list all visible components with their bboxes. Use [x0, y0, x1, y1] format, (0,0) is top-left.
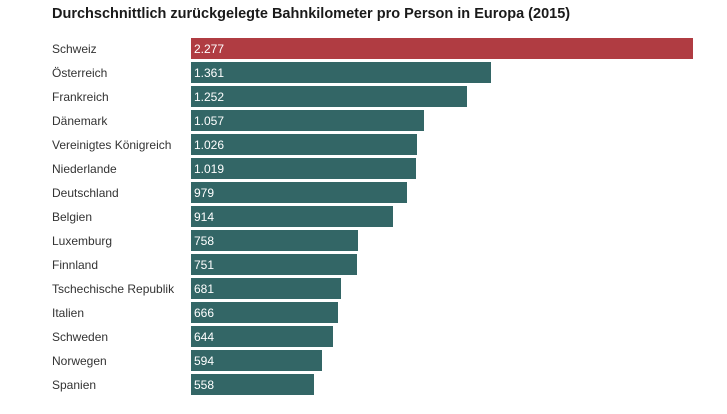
category-label-daenemark: Dänemark: [52, 114, 108, 128]
chart-title: Durchschnittlich zurückgelegte Bahnkilom…: [52, 6, 571, 22]
category-label-niederlande: Niederlande: [52, 162, 117, 176]
category-label-schweiz: Schweiz: [52, 42, 97, 56]
bar-italien: [191, 302, 338, 323]
category-label-spanien: Spanien: [52, 378, 96, 392]
category-label-vereinigtes-koenigreich: Vereinigtes Königreich: [52, 138, 171, 152]
bar-niederlande: [191, 158, 416, 179]
category-label-norwegen: Norwegen: [52, 354, 107, 368]
value-label-belgien: 914: [194, 210, 214, 224]
category-label-finnland: Finnland: [52, 258, 98, 272]
bar-schweiz: [191, 38, 693, 59]
bar-frankreich: [191, 86, 467, 107]
value-label-luxemburg: 758: [194, 234, 214, 248]
value-label-norwegen: 594: [194, 354, 214, 368]
value-label-schweiz: 2.277: [194, 42, 224, 56]
category-label-frankreich: Frankreich: [52, 90, 109, 104]
bar-norwegen: [191, 350, 322, 371]
value-label-schweden: 644: [194, 330, 214, 344]
value-label-frankreich: 1.252: [194, 90, 224, 104]
value-label-deutschland: 979: [194, 186, 214, 200]
bar-tschechische-republik: [191, 278, 341, 299]
category-label-schweden: Schweden: [52, 330, 108, 344]
value-label-oesterreich: 1.361: [194, 66, 224, 80]
value-label-italien: 666: [194, 306, 214, 320]
bar-belgien: [191, 206, 393, 227]
category-label-luxemburg: Luxemburg: [52, 234, 112, 248]
bar-luxemburg: [191, 230, 358, 251]
bar-schweden: [191, 326, 333, 347]
bar-finnland: [191, 254, 357, 275]
value-label-spanien: 558: [194, 378, 214, 392]
category-label-oesterreich: Österreich: [52, 66, 107, 80]
category-label-tschechische-republik: Tschechische Republik: [52, 282, 175, 296]
category-label-italien: Italien: [52, 306, 84, 320]
bar-oesterreich: [191, 62, 491, 83]
value-label-finnland: 751: [194, 258, 214, 272]
category-label-belgien: Belgien: [52, 210, 92, 224]
value-label-tschechische-republik: 681: [194, 282, 214, 296]
category-label-deutschland: Deutschland: [52, 186, 119, 200]
bar-daenemark: [191, 110, 424, 131]
bar-spanien: [191, 374, 314, 395]
value-label-niederlande: 1.019: [194, 162, 224, 176]
bar-deutschland: [191, 182, 407, 203]
value-label-vereinigtes-koenigreich: 1.026: [194, 138, 224, 152]
value-label-daenemark: 1.057: [194, 114, 224, 128]
bar-vereinigtes-koenigreich: [191, 134, 417, 155]
